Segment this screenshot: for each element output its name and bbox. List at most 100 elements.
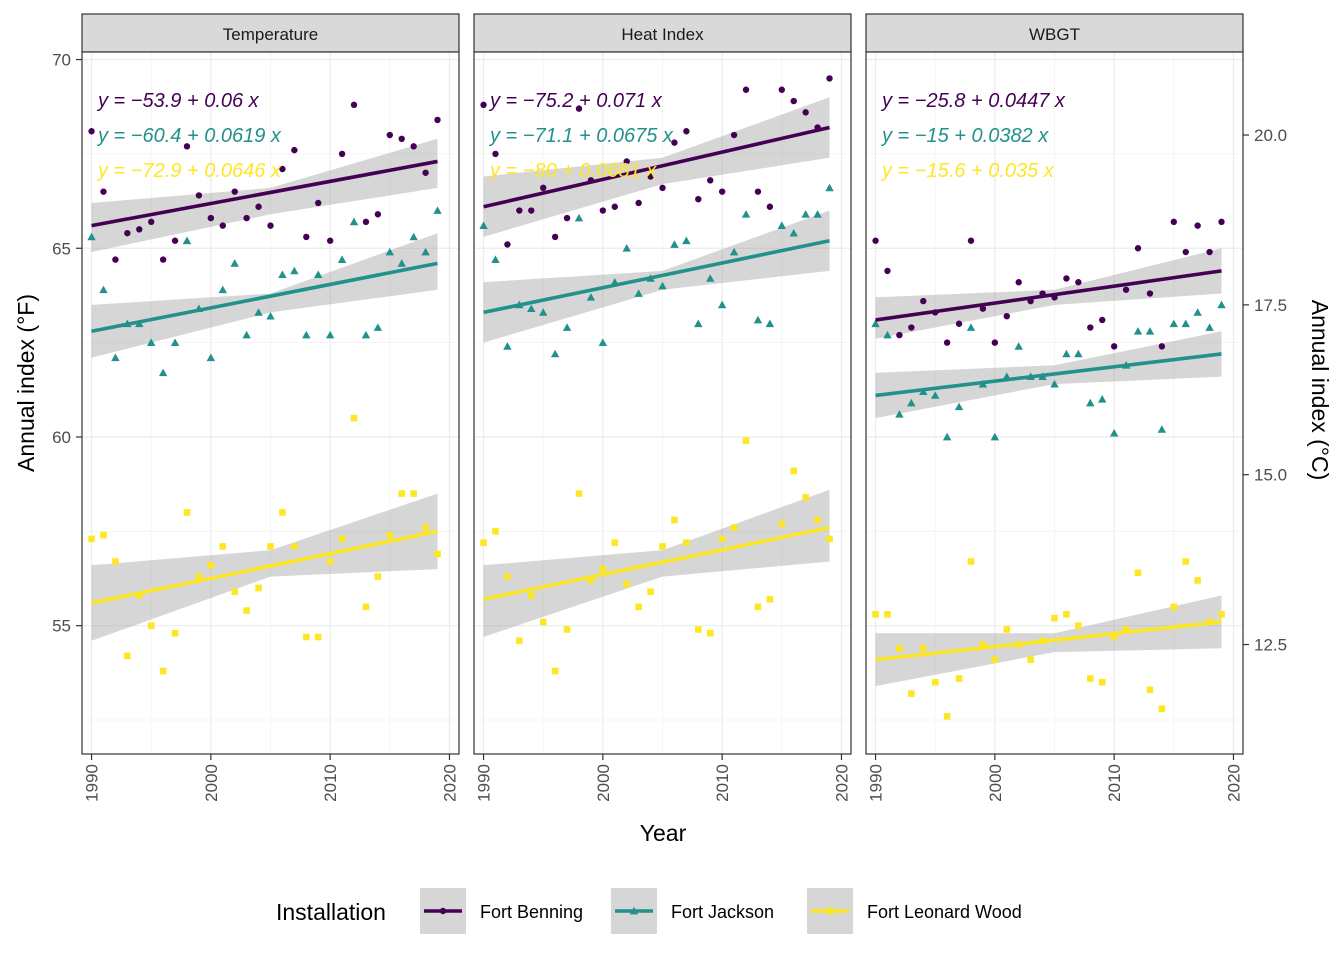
data-point [647, 173, 654, 180]
data-point [599, 565, 607, 573]
data-point [753, 315, 763, 324]
data-point [991, 656, 999, 663]
data-point [1158, 705, 1166, 713]
regression-equation: y = −15 + 0.0382 x [880, 125, 1049, 147]
data-point [1110, 343, 1118, 350]
data-point [410, 143, 417, 150]
data-point [575, 490, 583, 497]
data-point [434, 550, 441, 558]
data-point [659, 184, 666, 192]
data-point [1182, 558, 1190, 565]
data-point [1134, 245, 1142, 252]
data-point [230, 259, 239, 267]
data-point [362, 218, 370, 226]
data-point [207, 214, 215, 222]
y-tick-label: 65 [52, 239, 71, 258]
legend-item: Fort Leonard Wood [807, 888, 1022, 934]
panel-heat-index: Heat Index y = −75.2 + 0.071 x y = −71.1 +… [473, 13, 852, 802]
data-point [623, 580, 631, 588]
data-point [291, 543, 298, 550]
data-point [516, 637, 523, 645]
legend-label: Fort Benning [480, 902, 583, 922]
regression-equation: y = −71.1 + 0.0675 x [488, 125, 674, 147]
data-point [647, 588, 654, 596]
regression-equation: y = −15.6 + 0.035 x [880, 160, 1055, 182]
data-point [99, 285, 108, 294]
series-points [87, 206, 442, 377]
regression-line [875, 620, 1222, 662]
data-point [670, 240, 679, 248]
data-point [551, 667, 559, 675]
data-point [1027, 656, 1034, 663]
data-point [1182, 248, 1189, 256]
y-tick-label-right: 15.0 [1254, 466, 1287, 485]
data-point [908, 690, 915, 697]
data-point [884, 267, 891, 275]
data-point [766, 203, 774, 210]
data-point [1206, 248, 1213, 256]
data-point [231, 588, 239, 596]
regression-line [483, 525, 830, 602]
data-point [1086, 398, 1095, 407]
data-point [765, 319, 775, 328]
data-point [422, 169, 429, 176]
data-point [683, 128, 690, 135]
data-point [587, 577, 595, 584]
data-point [171, 237, 179, 244]
data-point [943, 339, 951, 346]
data-point [907, 398, 916, 407]
data-point [1158, 343, 1166, 350]
data-point [398, 490, 406, 497]
data-point [267, 543, 274, 550]
data-point [539, 184, 547, 192]
data-point [1193, 308, 1202, 316]
gridlines [866, 52, 1243, 754]
data-point [491, 255, 500, 263]
x-tick-label: 2000 [202, 764, 221, 802]
data-point [278, 270, 287, 279]
data-point [742, 86, 750, 93]
data-point [562, 323, 572, 331]
data-point [1170, 218, 1178, 226]
data-point [516, 207, 523, 214]
data-point [503, 342, 512, 350]
data-point [88, 535, 95, 543]
chart-panels: Temperature y = −53.9 + 0.06 x y = −60.4 +… [52, 13, 1244, 802]
facet-strip-label: Heat Index [621, 25, 704, 44]
legend-key-marker [826, 907, 834, 915]
confidence-band [91, 138, 438, 252]
data-point [955, 675, 963, 682]
data-point [671, 516, 678, 524]
data-point [872, 237, 879, 244]
data-point [550, 349, 560, 358]
data-point [1003, 626, 1011, 633]
facet-strip [81, 13, 460, 53]
data-point [729, 247, 739, 256]
data-point [386, 531, 394, 539]
data-point [1169, 319, 1179, 328]
data-point [943, 712, 951, 720]
data-point [575, 105, 583, 112]
confidence-band [91, 233, 438, 358]
data-point [754, 188, 762, 195]
facet-strip-label: Temperature [223, 25, 318, 44]
y-tick-label: 55 [52, 617, 71, 636]
data-point [1063, 611, 1070, 618]
regression-line [483, 238, 830, 315]
panel-border [473, 51, 852, 755]
data-point [1075, 279, 1082, 286]
data-point [826, 75, 833, 82]
data-point [623, 158, 630, 165]
data-point [231, 188, 238, 195]
data-point [338, 535, 346, 543]
x-tick-label: 2000 [594, 764, 613, 802]
data-point [290, 266, 299, 275]
data-point [706, 629, 714, 637]
data-point [717, 300, 727, 309]
data-point [1087, 324, 1094, 331]
data-point [100, 531, 107, 539]
data-point [1014, 342, 1023, 350]
data-point [182, 236, 192, 245]
regression-equation: y = −60.4 + 0.0619 x [96, 125, 282, 147]
data-point [966, 323, 976, 331]
